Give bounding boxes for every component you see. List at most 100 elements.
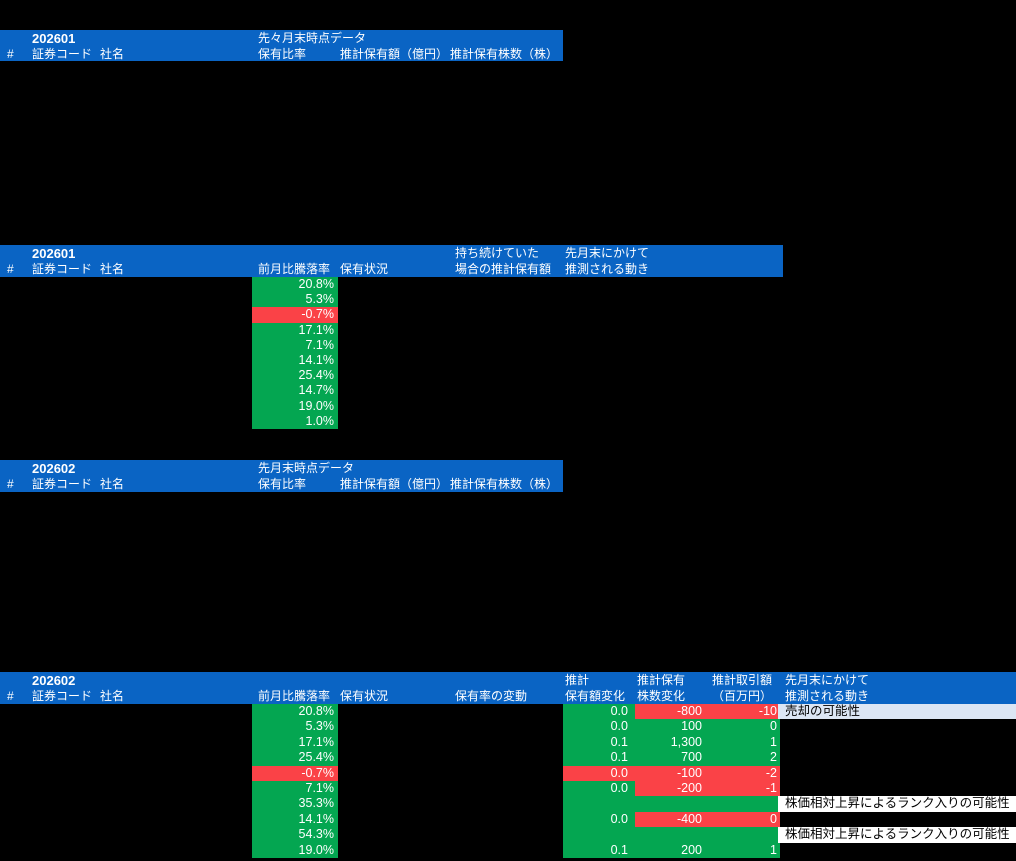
amount-change-cell[interactable]: 0.0 xyxy=(563,704,635,720)
section2-col-move-1: 先月末にかけて xyxy=(565,246,650,260)
section3-period: 202602 xyxy=(32,461,76,476)
amount-change-cell[interactable]: 0.0 xyxy=(563,765,635,781)
trade-amount-cell[interactable]: 0 xyxy=(710,719,780,735)
section2-col-hash: # xyxy=(7,261,14,276)
amount-change-cell[interactable]: 0.1 xyxy=(563,750,635,766)
pct-change-cell[interactable]: 17.1% xyxy=(252,322,338,338)
section3-col-amount: 推計保有額（億円） xyxy=(340,476,449,491)
section2-header-bar: 202601 持ち続けていた 先月末にかけて # 証券コード 社名 前月比騰落率… xyxy=(0,245,783,277)
trade-amount-cell[interactable]: -10 xyxy=(710,704,780,720)
pct-change-cell[interactable]: 1.0% xyxy=(252,413,338,429)
section4-col-amt-2: 保有額変化 xyxy=(565,688,626,703)
share-change-cell[interactable]: 200 xyxy=(635,842,710,858)
trade-amount-cell[interactable]: -2 xyxy=(710,765,780,781)
pct-change-cell[interactable]: 19.0% xyxy=(252,842,338,858)
table-row: 7.1% 0.0 -200 -1 xyxy=(0,780,1016,797)
pct-change-cell[interactable]: 7.1% xyxy=(252,780,338,797)
trade-amount-cell[interactable]: 1 xyxy=(710,734,780,751)
pct-change-cell[interactable]: 20.8% xyxy=(252,704,338,720)
section4-col-sh-2: 株数変化 xyxy=(637,688,686,703)
table-row: 5.3% 0.0 100 0 xyxy=(0,719,1016,735)
amount-change-cell[interactable]: 0.1 xyxy=(563,734,635,751)
section4-col-tr-1: 推計取引額 xyxy=(712,673,773,687)
amount-change-cell[interactable]: 0.0 xyxy=(563,780,635,797)
section1-col-name: 社名 xyxy=(100,46,125,61)
pct-change-cell[interactable]: 5.3% xyxy=(252,719,338,735)
section3-col-shares: 推計保有株数（株） xyxy=(450,476,559,491)
trade-amount-cell[interactable] xyxy=(710,827,780,843)
table-row: 1.0% xyxy=(0,413,1016,429)
share-change-cell[interactable]: 700 xyxy=(635,750,710,766)
trade-amount-cell[interactable] xyxy=(710,796,780,812)
section1-col-hash: # xyxy=(7,46,14,61)
pct-change-cell[interactable]: 19.0% xyxy=(252,398,338,414)
section2-col-status: 保有状況 xyxy=(340,261,389,276)
pct-change-cell[interactable]: 54.3% xyxy=(252,827,338,843)
section4-col-sh-1: 推計保有 xyxy=(637,673,686,687)
pct-change-cell[interactable]: -0.7% xyxy=(252,307,338,323)
share-change-cell[interactable]: 1,300 xyxy=(635,734,710,751)
share-change-cell[interactable] xyxy=(635,796,710,812)
table-row: 17.1% xyxy=(0,322,1016,338)
section3-col-hash: # xyxy=(7,476,14,491)
section4-col-status: 保有状況 xyxy=(340,688,389,703)
amount-change-cell[interactable]: 0.0 xyxy=(563,811,635,828)
section3-col-name: 社名 xyxy=(100,476,125,491)
section2-period: 202601 xyxy=(32,246,76,261)
pct-change-cell[interactable]: 35.3% xyxy=(252,796,338,812)
section1-col-ratio: 保有比率 xyxy=(258,46,307,61)
share-change-cell[interactable]: -800 xyxy=(635,704,710,720)
trade-amount-cell[interactable]: 2 xyxy=(710,750,780,766)
section4-period: 202602 xyxy=(32,673,76,688)
table-row: 19.0% xyxy=(0,398,1016,414)
share-change-cell[interactable]: -400 xyxy=(635,811,710,828)
amount-change-cell[interactable] xyxy=(563,827,635,843)
pct-change-cell[interactable]: 25.4% xyxy=(252,368,338,384)
share-change-cell[interactable]: -100 xyxy=(635,765,710,781)
section2-col-code: 証券コード xyxy=(32,261,93,276)
trade-amount-cell[interactable]: 0 xyxy=(710,811,780,828)
table-row: 35.3% 株価相対上昇によるランク入りの可能性 xyxy=(0,796,1016,812)
amount-change-cell[interactable]: 0.1 xyxy=(563,842,635,858)
forecast-label-cell[interactable]: 売却の可能性 xyxy=(778,704,1016,720)
section4-col-hash: # xyxy=(7,688,14,703)
section2-rows: 20.8% 5.3% -0.7% 17.1% 7.1% 14.1% 25.4% … xyxy=(0,277,1016,429)
pct-change-cell[interactable]: 14.1% xyxy=(252,811,338,828)
amount-change-cell[interactable]: 0.0 xyxy=(563,719,635,735)
table-row: 25.4% 0.1 700 2 xyxy=(0,750,1016,766)
share-change-cell[interactable]: 100 xyxy=(635,719,710,735)
section1-col-amount: 推計保有額（億円） xyxy=(340,46,449,61)
table-row: 20.8% xyxy=(0,277,1016,293)
section4-col-change: 前月比騰落率 xyxy=(258,688,331,703)
section4-col-code: 証券コード xyxy=(32,688,93,703)
pct-change-cell[interactable]: 14.7% xyxy=(252,383,338,399)
section3-col-code: 証券コード xyxy=(32,476,93,491)
amount-change-cell[interactable] xyxy=(563,796,635,812)
pct-change-cell[interactable]: 5.3% xyxy=(252,292,338,308)
pct-change-cell[interactable]: 14.1% xyxy=(252,352,338,369)
table-row: -0.7% xyxy=(0,307,1016,323)
pct-change-cell[interactable]: 17.1% xyxy=(252,734,338,751)
pct-change-cell[interactable]: 20.8% xyxy=(252,277,338,293)
forecast-label-cell[interactable]: 株価相対上昇によるランク入りの可能性 xyxy=(778,796,1016,812)
table-row: 14.1% 0.0 -400 0 xyxy=(0,811,1016,828)
section2-col-hold-2: 場合の推計保有額 xyxy=(455,261,552,276)
pct-change-cell[interactable]: 7.1% xyxy=(252,337,338,353)
share-change-cell[interactable] xyxy=(635,827,710,843)
trade-amount-cell[interactable]: 1 xyxy=(710,842,780,858)
table-row: 17.1% 0.1 1,300 1 xyxy=(0,734,1016,751)
pct-change-cell[interactable]: 25.4% xyxy=(252,750,338,766)
table-row: 7.1% xyxy=(0,337,1016,353)
section2-col-move-2: 推測される動き xyxy=(565,261,650,276)
forecast-label-cell[interactable]: 株価相対上昇によるランク入りの可能性 xyxy=(778,827,1016,843)
section4-rows: 20.8% 0.0 -800 -10 売却の可能性 5.3% 0.0 100 0… xyxy=(0,704,1016,858)
section2-col-hold-1: 持ち続けていた xyxy=(455,246,540,260)
section2-col-change: 前月比騰落率 xyxy=(258,261,331,276)
section3-period-note: 先月末時点データ xyxy=(258,461,355,475)
share-change-cell[interactable]: -200 xyxy=(635,780,710,797)
table-row: 20.8% 0.0 -800 -10 売却の可能性 xyxy=(0,704,1016,720)
pct-change-cell[interactable]: -0.7% xyxy=(252,765,338,781)
table-row: 19.0% 0.1 200 1 xyxy=(0,842,1016,858)
trade-amount-cell[interactable]: -1 xyxy=(710,780,780,797)
